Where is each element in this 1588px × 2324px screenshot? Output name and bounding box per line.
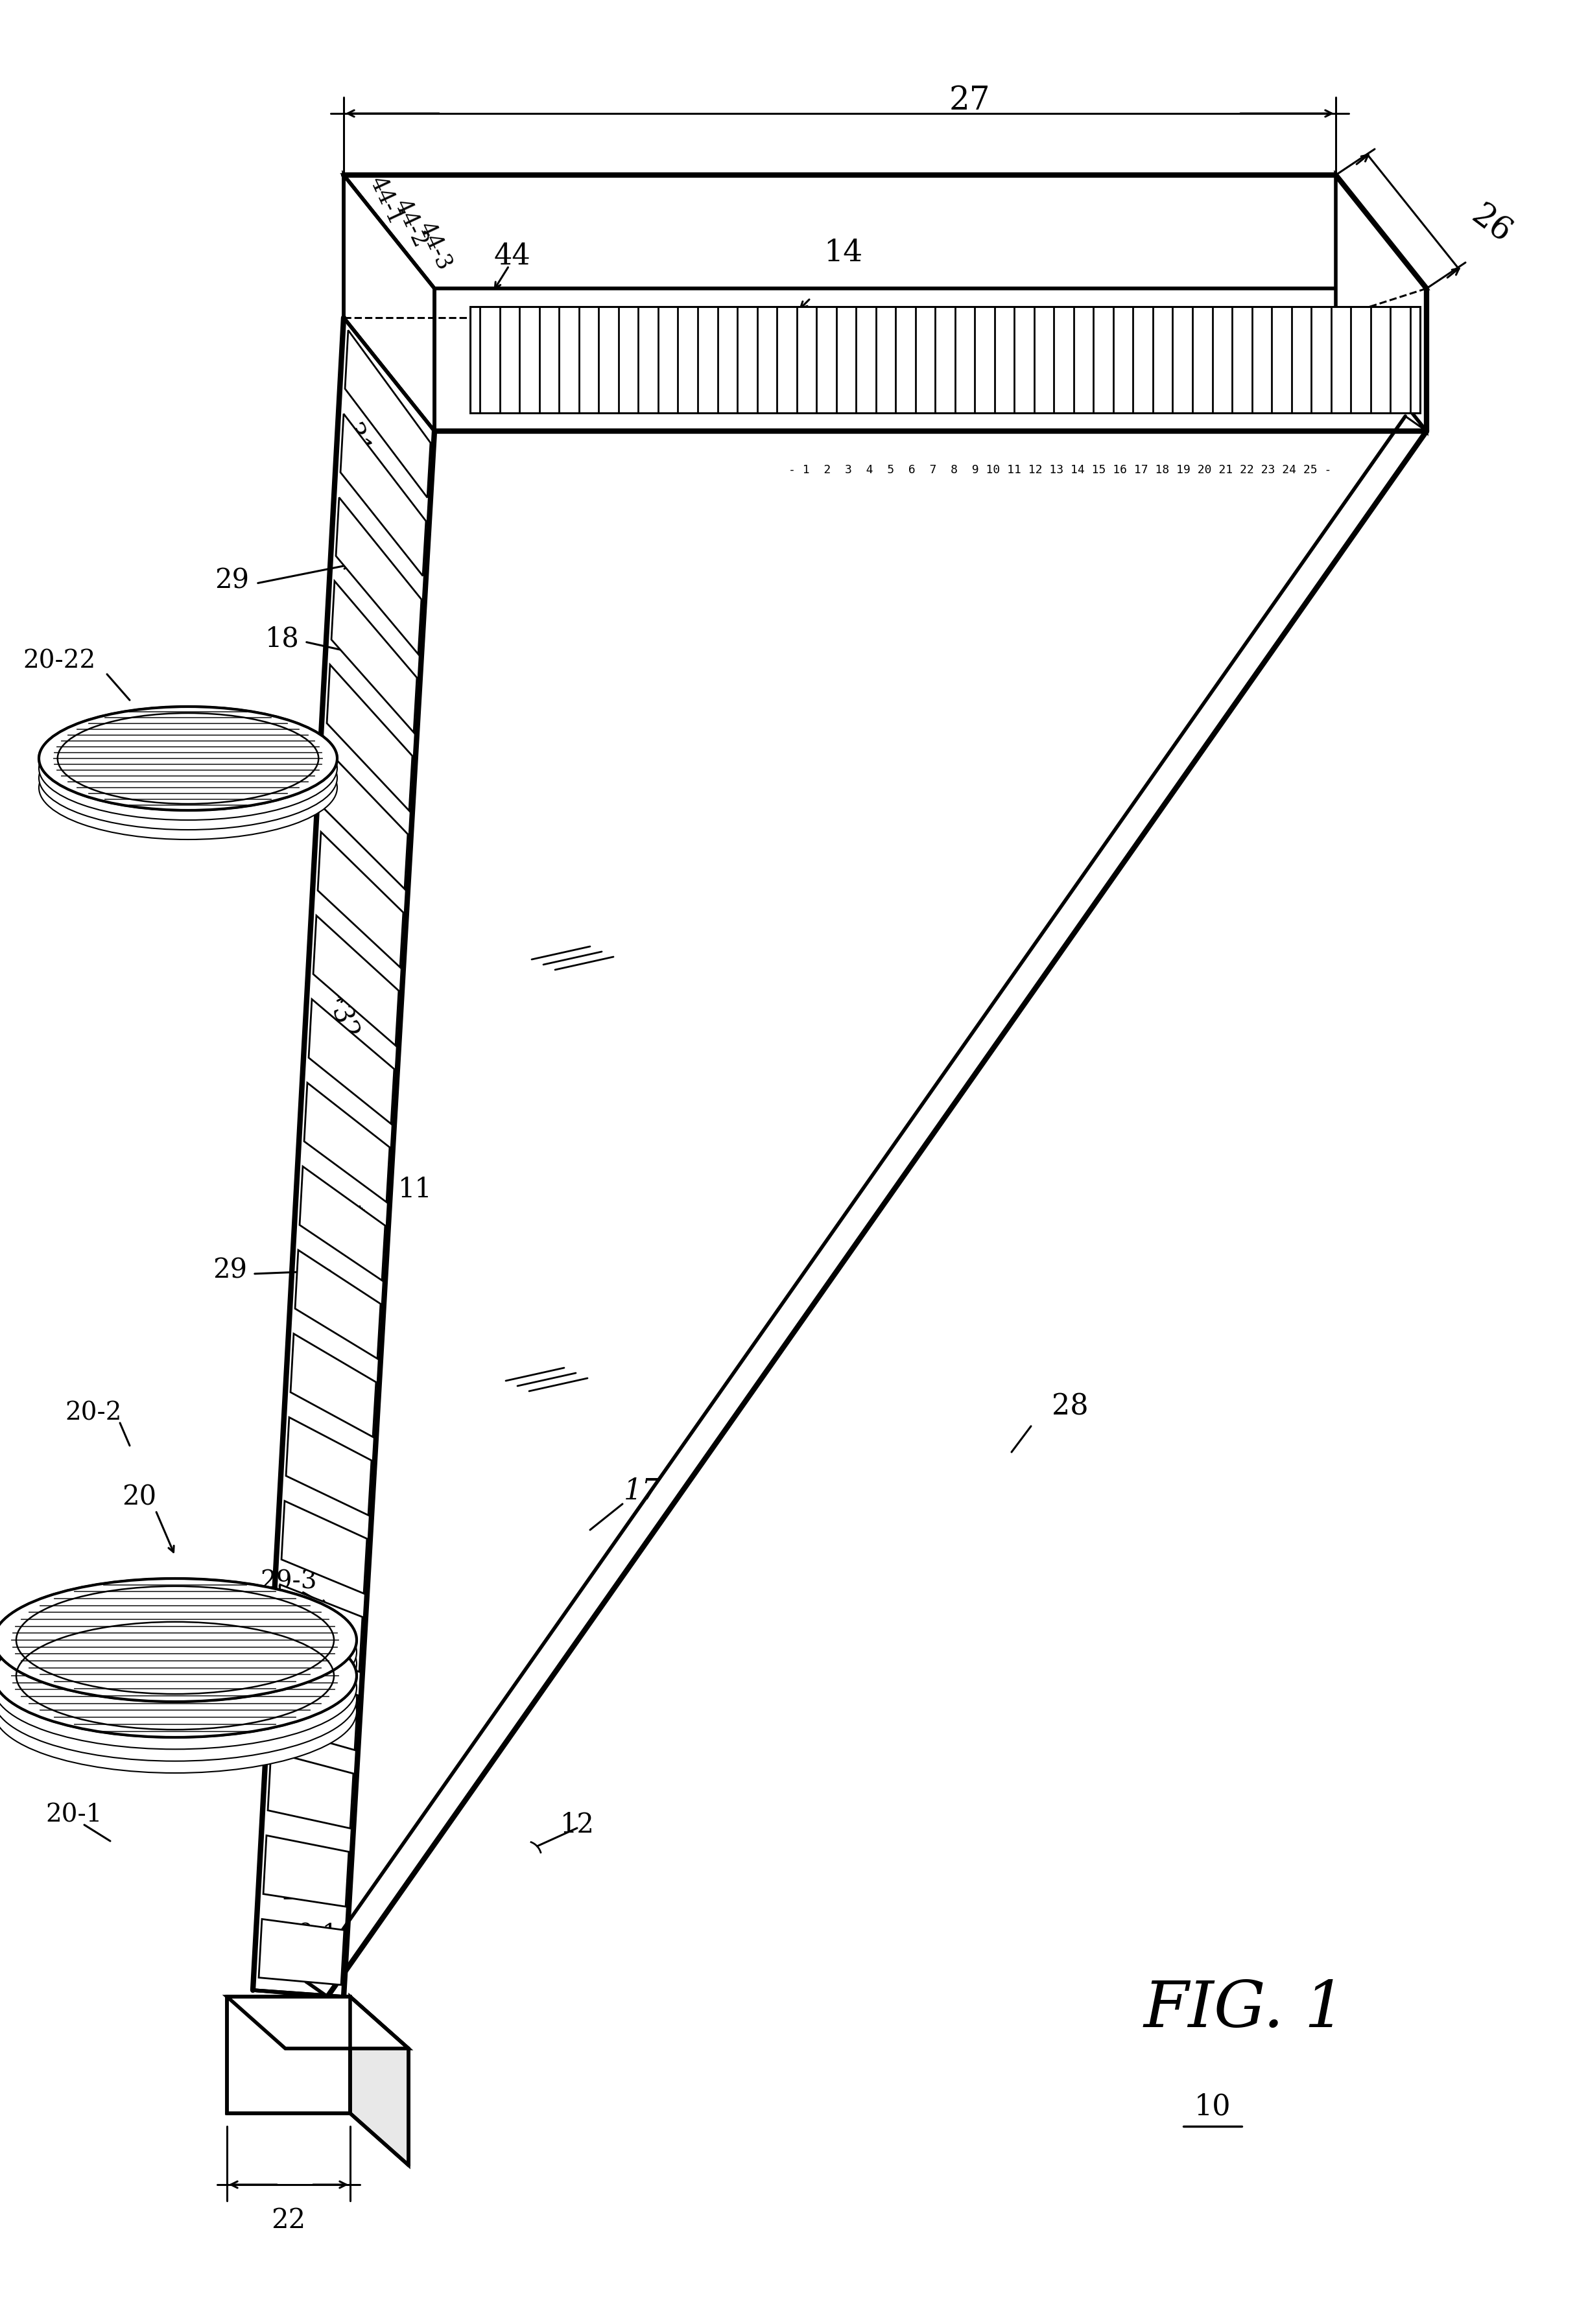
Polygon shape <box>227 1996 349 2113</box>
Text: 44-2: 44-2 <box>389 195 432 251</box>
Ellipse shape <box>38 737 337 839</box>
Text: 20-2: 20-2 <box>65 1401 122 1425</box>
Text: 29: 29 <box>213 1257 248 1285</box>
Polygon shape <box>286 1418 372 1515</box>
Text: 44: 44 <box>494 242 530 270</box>
Ellipse shape <box>0 1590 357 1713</box>
Text: FIG. 1: FIG. 1 <box>1143 1978 1347 2040</box>
Text: 13: 13 <box>262 2015 295 2043</box>
Polygon shape <box>295 1250 381 1360</box>
Polygon shape <box>227 1996 408 2047</box>
Text: 32: 32 <box>326 1004 362 1046</box>
Polygon shape <box>349 1996 408 2166</box>
Polygon shape <box>340 414 426 576</box>
Polygon shape <box>345 330 430 497</box>
Polygon shape <box>435 288 1426 430</box>
Text: 14: 14 <box>824 237 862 267</box>
Polygon shape <box>291 1334 376 1436</box>
Polygon shape <box>343 174 435 430</box>
Polygon shape <box>327 665 413 811</box>
Ellipse shape <box>0 1615 357 1738</box>
Ellipse shape <box>0 1601 357 1724</box>
Text: 12: 12 <box>561 1810 594 1838</box>
Polygon shape <box>268 1752 354 1829</box>
Ellipse shape <box>0 1578 357 1701</box>
Ellipse shape <box>0 1627 357 1750</box>
Text: 20-22: 20-22 <box>24 648 95 674</box>
Polygon shape <box>264 1836 349 1906</box>
Text: 44-3: 44-3 <box>414 218 456 274</box>
Text: 29-2: 29-2 <box>281 1880 338 1906</box>
Polygon shape <box>470 307 1420 414</box>
Ellipse shape <box>0 1578 357 1701</box>
Polygon shape <box>273 1669 357 1750</box>
Polygon shape <box>308 999 394 1125</box>
Ellipse shape <box>0 1638 357 1762</box>
Text: 29-3: 29-3 <box>260 1569 318 1594</box>
Text: 22: 22 <box>272 2208 306 2233</box>
Text: 20: 20 <box>122 1483 157 1511</box>
Text: 18: 18 <box>265 625 299 653</box>
Ellipse shape <box>38 706 337 811</box>
Polygon shape <box>337 497 421 653</box>
Polygon shape <box>1336 174 1426 430</box>
Text: 11: 11 <box>399 1176 432 1204</box>
Polygon shape <box>259 1920 345 1985</box>
Polygon shape <box>343 174 1426 288</box>
Polygon shape <box>322 748 408 890</box>
Text: 44-1: 44-1 <box>365 174 407 228</box>
Text: 29-1: 29-1 <box>281 1922 338 1948</box>
Polygon shape <box>318 832 403 967</box>
Ellipse shape <box>38 725 337 830</box>
Text: - 1  2  3  4  5  6  7  8  9 10 11 12 13 14 15 16 17 18 19 20 21 22 23 24 25 -: - 1 2 3 4 5 6 7 8 9 10 11 12 13 14 15 16… <box>789 465 1332 476</box>
Text: 31: 31 <box>337 421 375 462</box>
Polygon shape <box>252 318 435 1996</box>
Polygon shape <box>300 1167 386 1281</box>
Text: 27: 27 <box>948 84 989 116</box>
Text: 26: 26 <box>1466 200 1518 251</box>
Text: 29: 29 <box>214 567 249 595</box>
Ellipse shape <box>38 706 337 811</box>
Ellipse shape <box>0 1615 357 1738</box>
Polygon shape <box>281 1501 367 1594</box>
Ellipse shape <box>38 716 337 820</box>
Text: 20-1: 20-1 <box>46 1803 102 1827</box>
Text: 17: 17 <box>624 1478 661 1506</box>
Text: 28: 28 <box>1051 1392 1088 1420</box>
Polygon shape <box>313 916 399 1046</box>
Ellipse shape <box>0 1650 357 1773</box>
Ellipse shape <box>0 1615 357 1738</box>
Polygon shape <box>332 581 418 732</box>
Polygon shape <box>305 1083 389 1202</box>
Polygon shape <box>276 1585 362 1671</box>
Text: 10: 10 <box>1194 2094 1231 2122</box>
Polygon shape <box>306 416 1426 1996</box>
